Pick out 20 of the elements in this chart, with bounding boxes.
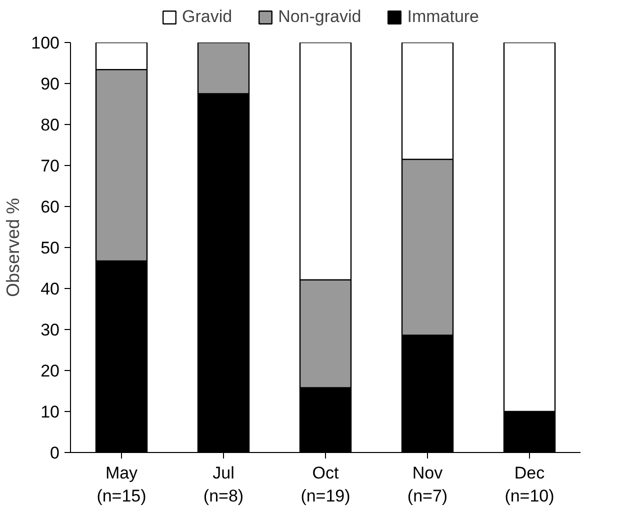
legend-label: Gravid xyxy=(182,7,232,27)
x-tick-label: Dec (n=10) xyxy=(504,464,554,506)
x-tick-label: May (n=15) xyxy=(96,464,146,506)
y-tick-label: 0 xyxy=(50,444,60,462)
x-tick-label: Jul (n=8) xyxy=(203,464,244,506)
y-tick-label: 40 xyxy=(40,280,60,298)
y-axis-title: Observed % xyxy=(3,198,24,298)
x-tick-label: Oct (n=19) xyxy=(300,464,350,506)
x-tick-label: Nov (n=7) xyxy=(407,464,448,506)
legend-label: Non-gravid xyxy=(278,7,362,27)
y-tick-label: 100 xyxy=(31,34,60,52)
y-tick-label: 10 xyxy=(40,402,60,422)
y-tick-label: 60 xyxy=(40,198,60,216)
y-tick-label: 50 xyxy=(40,238,60,258)
y-tick-label: 30 xyxy=(40,320,60,340)
y-tick-label: 70 xyxy=(40,156,60,176)
y-tick-label: 90 xyxy=(40,74,60,94)
y-tick-label: 20 xyxy=(40,362,60,380)
legend-label: Immature xyxy=(407,7,480,27)
y-tick-label: 80 xyxy=(40,116,60,134)
